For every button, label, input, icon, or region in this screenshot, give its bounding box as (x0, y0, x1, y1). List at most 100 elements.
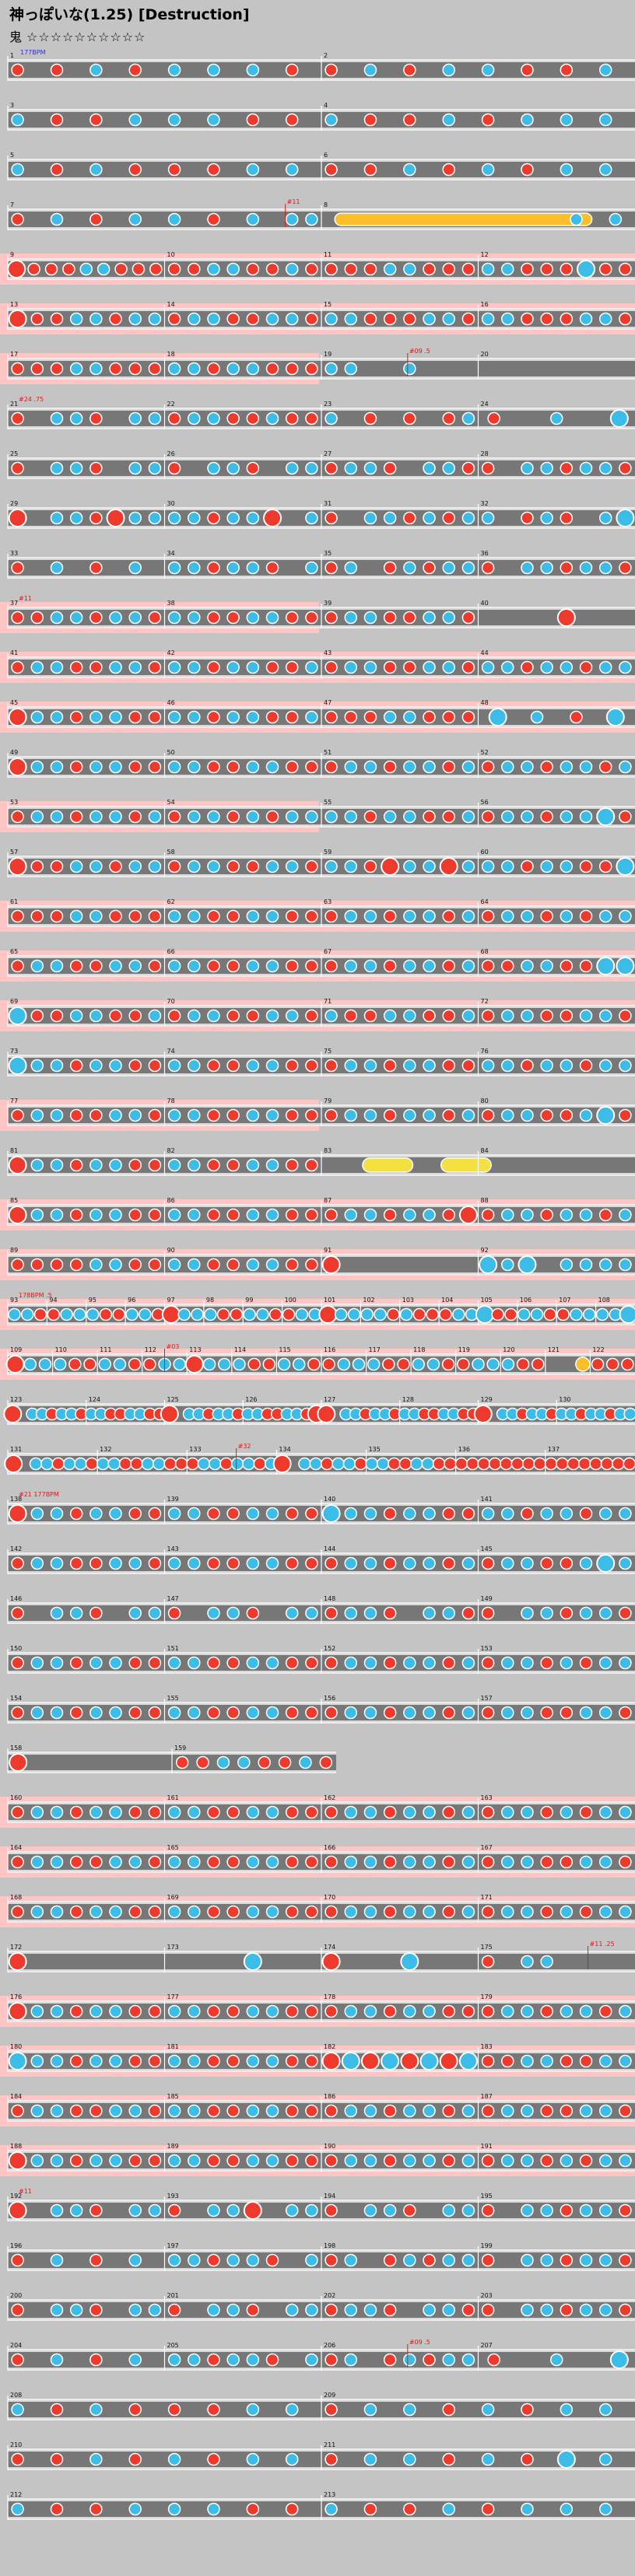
don-note-icon (89, 113, 103, 127)
don-note-icon (532, 1357, 545, 1371)
don-note-icon (148, 611, 162, 625)
don-note-icon (461, 710, 475, 724)
don-note-icon (540, 262, 553, 276)
ka-note-icon (148, 461, 162, 475)
ka-note-icon (423, 1507, 436, 1521)
big-don-note-icon (321, 1255, 341, 1274)
ka-note-icon (295, 1307, 309, 1321)
ka-note-icon (50, 212, 64, 226)
ka-note-icon (50, 1905, 64, 1919)
measure-number: 89 (10, 1247, 18, 1254)
measure-number: 33 (10, 550, 18, 557)
ka-note-icon (363, 1556, 377, 1570)
don-note-icon (442, 2452, 455, 2466)
don-note-icon (516, 1357, 530, 1371)
ka-note-icon (188, 2104, 201, 2118)
ka-note-icon (30, 1706, 44, 1720)
ka-note-icon (188, 1855, 201, 1869)
don-note-icon (612, 1457, 625, 1471)
ka-note-icon (246, 1158, 260, 1172)
big-ka-note-icon (596, 957, 616, 975)
ka-note-icon (598, 2253, 612, 2267)
ka-note-icon (265, 1556, 279, 1570)
don-note-icon (253, 1457, 267, 1471)
ka-note-icon (579, 1258, 593, 1272)
ka-note-icon (501, 660, 514, 674)
ka-note-icon (344, 1556, 358, 1570)
big-don-note-icon (184, 1355, 204, 1374)
ka-note-icon (188, 561, 201, 575)
ka-note-icon (442, 660, 455, 674)
measure-number: 74 (167, 1048, 175, 1055)
ka-note-icon (30, 1507, 44, 1521)
ka-note-icon (598, 1905, 612, 1919)
don-note-icon (560, 2303, 574, 2317)
big-don-note-icon (263, 509, 282, 527)
don-note-icon (325, 1706, 338, 1720)
ka-note-icon (177, 1307, 191, 1321)
ka-note-icon (188, 810, 201, 824)
don-note-icon (556, 1457, 569, 1471)
measure-number: 63 (324, 898, 332, 905)
don-note-icon (226, 611, 240, 625)
ka-note-icon (167, 1108, 181, 1122)
big-don-note-icon (556, 608, 576, 627)
don-note-icon (481, 2154, 495, 2168)
ka-note-icon (98, 1357, 111, 1371)
ka-note-icon (128, 461, 142, 475)
ka-note-icon (246, 1706, 260, 1720)
ka-note-icon (619, 1208, 632, 1222)
ka-note-icon (598, 1805, 612, 1819)
measure-number: 6 (324, 152, 328, 159)
ka-note-icon (403, 1507, 416, 1521)
don-note-icon (285, 1258, 299, 1272)
ka-note-icon (305, 212, 318, 226)
don-note-icon (325, 1656, 338, 1670)
ka-note-icon (69, 312, 83, 326)
don-note-icon (383, 1556, 397, 1570)
ka-note-icon (619, 1805, 632, 1819)
ka-note-icon (265, 1507, 279, 1521)
ka-note-icon (167, 909, 181, 923)
don-note-icon (363, 262, 377, 276)
ka-note-icon (128, 2353, 142, 2367)
measure-number: 72 (481, 998, 489, 1005)
measure-number: 26 (167, 450, 175, 457)
ka-note-icon (486, 1357, 500, 1371)
ka-note-icon (128, 2303, 142, 2317)
ka-note-icon (109, 1905, 122, 1919)
ka-note-icon (560, 909, 574, 923)
ka-note-icon (188, 2154, 201, 2168)
ka-note-icon (109, 2004, 122, 2018)
ka-note-icon (148, 1009, 162, 1023)
don-note-icon (521, 1059, 534, 1073)
ka-note-icon (20, 1307, 34, 1321)
ka-note-icon (62, 1457, 76, 1471)
ka-note-icon (148, 2303, 162, 2317)
measure-number: 41 (10, 649, 18, 656)
ka-note-icon (285, 859, 299, 873)
measure-number: 141 (481, 1496, 493, 1503)
ka-note-icon (442, 312, 455, 326)
ka-note-icon (423, 1208, 436, 1222)
ka-note-icon (50, 1556, 64, 1570)
ka-note-icon (426, 1357, 440, 1371)
ka-note-icon (167, 362, 181, 376)
big-ka-note-icon (458, 2052, 478, 2070)
difficulty-stars: ☆☆☆☆☆☆☆☆☆☆ (26, 30, 146, 44)
ka-note-icon (89, 1009, 103, 1023)
ka-note-icon (89, 1158, 103, 1172)
don-note-icon (285, 1805, 299, 1819)
don-note-icon (143, 1357, 156, 1371)
ka-note-icon (403, 2403, 416, 2417)
ka-note-icon (89, 1208, 103, 1222)
chart-row: 200 201 202 203 (7, 2292, 635, 2321)
ka-note-icon (246, 1507, 260, 1521)
ka-note-icon (246, 1208, 260, 1222)
don-note-icon (69, 1556, 83, 1570)
don-note-icon (246, 113, 260, 127)
ka-note-icon (363, 2104, 377, 2118)
don-note-icon (62, 262, 75, 276)
don-note-icon (363, 1009, 377, 1023)
